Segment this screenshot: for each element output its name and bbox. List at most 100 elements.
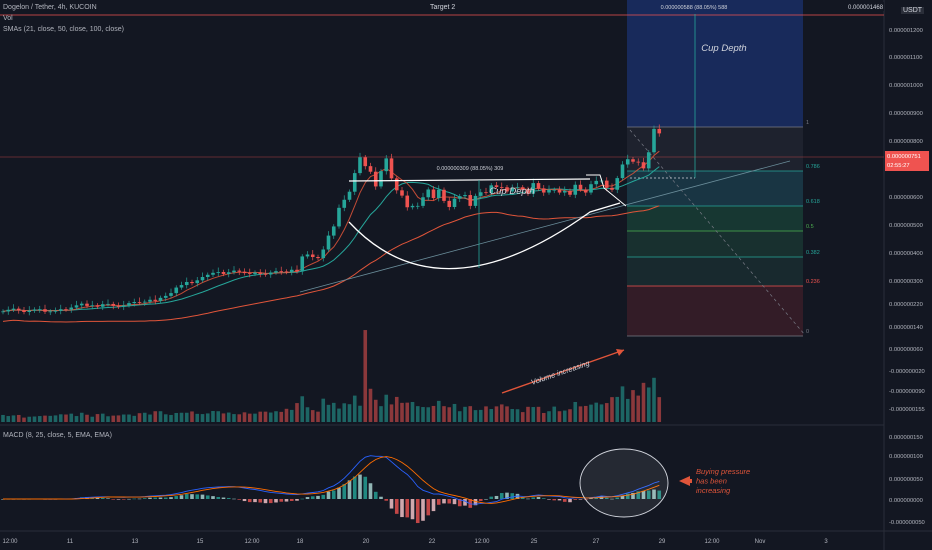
macd-histogram-bar	[158, 497, 163, 499]
candle-body	[384, 158, 389, 172]
buying-pressure-arrow	[679, 476, 690, 486]
candle-body	[106, 303, 110, 305]
macd-histogram-bar	[652, 489, 656, 499]
price-tick-label: 0.000001200	[889, 28, 923, 34]
volume-bar	[515, 409, 520, 422]
volume-bar	[289, 409, 294, 422]
candle-body	[478, 192, 483, 196]
candle-body	[169, 293, 173, 296]
volume-bar	[610, 397, 614, 422]
macd-tick-label: 0.000000000	[889, 498, 923, 504]
candle-body	[547, 189, 551, 193]
macd-highlight-ellipse	[579, 448, 669, 518]
volume-arrow-head	[616, 349, 624, 356]
volume-bar	[200, 414, 205, 422]
macd-histogram-bar	[641, 490, 646, 499]
macd-histogram-bar	[310, 496, 315, 499]
candle-body	[394, 178, 399, 191]
volume-bar	[258, 411, 263, 422]
macd-histogram-bar	[184, 494, 189, 499]
volume-bar	[594, 402, 599, 422]
macd-histogram-bar	[384, 499, 389, 501]
candle-body	[195, 280, 200, 284]
price-axis-bg	[884, 0, 932, 550]
macd-histogram-bar	[657, 490, 662, 499]
fib-zone	[627, 127, 803, 171]
macd-histogram-bar	[442, 499, 446, 504]
candle-body	[53, 310, 58, 312]
candle-body	[6, 309, 11, 312]
volume-bar	[111, 415, 116, 422]
candle-body	[468, 195, 473, 206]
candle-body	[1, 311, 5, 313]
macd-histogram-bar	[337, 487, 341, 499]
time-tick-label: 18	[297, 539, 304, 545]
candle-body	[589, 184, 593, 193]
volume-bar	[6, 416, 11, 422]
volume-bar	[652, 377, 656, 422]
volume-bar	[426, 407, 431, 422]
fib-zone	[627, 171, 803, 206]
price-tick-label: -0.000000020	[889, 369, 925, 375]
fib-level-label: 0	[806, 329, 809, 335]
macd-histogram-bar	[253, 499, 257, 503]
volume-bar	[43, 415, 47, 422]
cup-depth-label: Cup Depth	[489, 186, 534, 197]
volume-bar	[431, 405, 436, 422]
fib-level-label: 0.382	[806, 250, 820, 256]
cup-depth-label-2: Cup Depth	[701, 43, 746, 54]
candle-body	[111, 303, 116, 306]
macd-histogram-bar	[279, 499, 284, 502]
volume-bar	[247, 413, 252, 422]
candle-body	[237, 270, 242, 272]
candle-body	[568, 190, 572, 195]
macd-histogram-bar	[610, 498, 614, 500]
volume-bar	[211, 411, 215, 422]
volume-bar	[347, 404, 352, 422]
candle-body	[410, 205, 415, 208]
volume-bar	[58, 414, 63, 422]
candle-body	[174, 287, 179, 294]
volume-bar	[499, 404, 504, 422]
volume-bar	[1, 414, 5, 422]
macd-histogram-bar	[494, 495, 499, 499]
candle-body	[226, 272, 231, 274]
candle-body	[321, 249, 326, 259]
candle-body	[48, 311, 53, 313]
candle-body	[457, 196, 462, 199]
buying-pressure-label: Buying pressure	[696, 467, 750, 476]
candle-body	[153, 299, 158, 301]
candle-body	[295, 269, 299, 272]
candle-body	[326, 235, 331, 250]
volume-bar	[620, 386, 625, 422]
volume-bar	[221, 413, 226, 422]
candle-body	[190, 281, 194, 284]
candle-body	[148, 299, 152, 302]
macd-histogram-bar	[295, 499, 299, 501]
macd-histogram-bar	[489, 496, 494, 499]
macd-histogram-bar	[415, 499, 420, 524]
candle-body	[37, 309, 42, 311]
macd-histogram-bar	[226, 497, 231, 499]
volume-bar	[263, 411, 268, 422]
volume-bar	[447, 407, 452, 422]
projection-box	[627, 0, 803, 127]
buying-pressure-label: increasing	[696, 486, 731, 495]
volume-bar	[253, 413, 257, 422]
candle-body	[594, 180, 599, 185]
macd-histogram-bar	[106, 498, 110, 499]
macd-histogram-bar	[148, 497, 152, 499]
macd-histogram-bar	[211, 496, 215, 499]
volume-bar	[27, 416, 32, 422]
price-tick-label: 0.000000300	[889, 279, 923, 285]
volume-bar	[541, 412, 546, 422]
macd-tick-label: -0.000000050	[889, 520, 925, 526]
candle-body	[347, 191, 352, 200]
macd-histogram-bar	[153, 497, 158, 499]
candle-body	[69, 307, 74, 310]
candle-body	[331, 226, 336, 236]
volume-bar	[468, 406, 473, 422]
macd-histogram-bar	[431, 499, 436, 512]
